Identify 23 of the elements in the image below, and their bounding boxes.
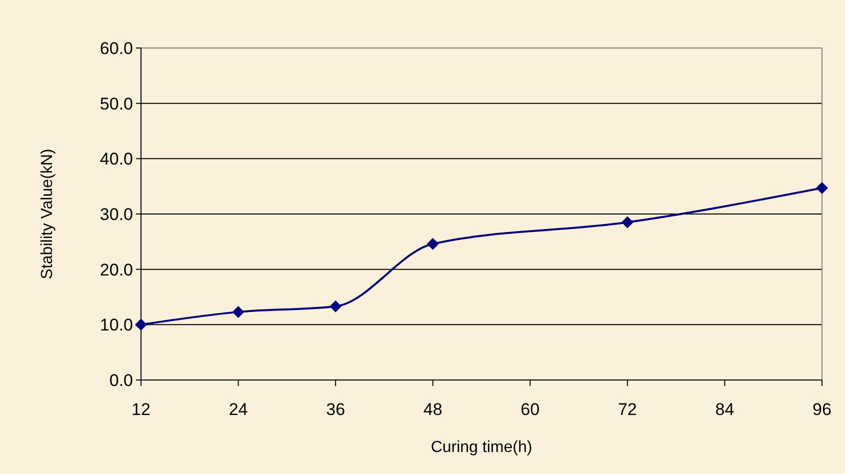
- x-tick-label: 96: [812, 400, 832, 419]
- point: [621, 216, 634, 228]
- x-tick-label: 12: [132, 400, 150, 419]
- point: [816, 182, 828, 194]
- x-tick-label: 84: [715, 400, 734, 419]
- y-tick-label: 0.0: [109, 370, 133, 390]
- y-tick-label: 60.0: [100, 38, 133, 58]
- y-axis-title: Stability Value(kN): [39, 148, 56, 280]
- point: [232, 306, 244, 318]
- point: [426, 238, 439, 250]
- x-tick-label: 72: [618, 400, 637, 419]
- x-tick-label: 60: [520, 400, 540, 419]
- x-tick-label: 48: [423, 400, 442, 419]
- point: [330, 300, 342, 312]
- x-axis-title: Curing time(h): [430, 439, 532, 456]
- x-tick-label: 36: [326, 400, 346, 419]
- x-tick-label: 24: [228, 400, 248, 419]
- y-tick-label: 30.0: [100, 204, 133, 224]
- y-tick-label: 40.0: [100, 150, 133, 169]
- y-tick-label: 10.0: [100, 316, 133, 335]
- point: [135, 318, 147, 331]
- y-tick-label: 20.0: [100, 260, 133, 280]
- y-tick-label: 50.0: [100, 94, 133, 114]
